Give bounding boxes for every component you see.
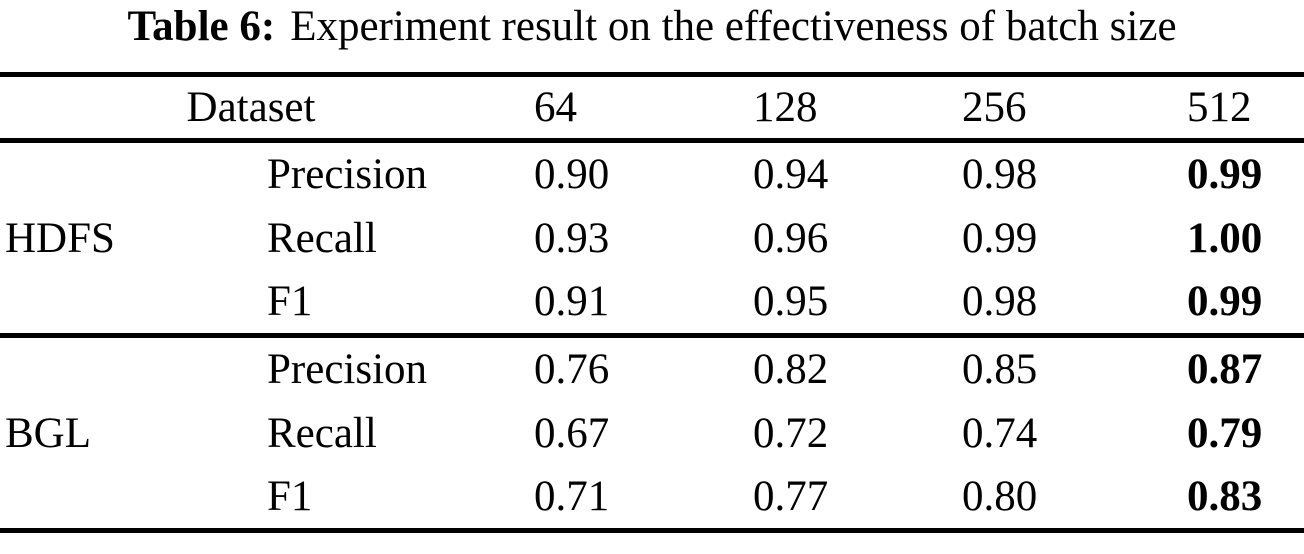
value-cell: 0.98: [962, 278, 1038, 326]
value-cell: 0.95: [753, 278, 829, 326]
value-cell: 0.74: [962, 409, 1038, 457]
table-row-hdfs-recall: Recall 0.93 0.96 0.99 1.00: [0, 206, 1304, 271]
group-label-bgl: BGL: [5, 409, 91, 457]
metric-label: F1: [267, 473, 313, 521]
header-row: Dataset 64 128 256 512: [0, 74, 1304, 141]
header-batch-64: 64: [534, 84, 577, 131]
table-row-bgl-precision: BGL Precision 0.76 0.82 0.85 0.87: [0, 336, 1304, 455]
header-batch-128: 128: [753, 84, 818, 131]
table-row-hdfs-f1: F1 0.91 0.95 0.98 0.99: [0, 271, 1304, 336]
value-cell-best: 0.99: [1187, 278, 1263, 326]
header-batch-256: 256: [962, 84, 1027, 131]
value-cell-best: 0.87: [1187, 345, 1263, 393]
table-row-hdfs-precision: HDFS Precision 0.90 0.94 0.98 0.99: [0, 141, 1304, 260]
value-cell-best: 0.99: [1187, 150, 1263, 198]
metric-label: Recall: [267, 214, 377, 262]
value-cell-best: 1.00: [1187, 214, 1263, 262]
table-row-bgl-recall: Recall 0.67 0.72 0.74 0.79: [0, 401, 1304, 466]
table-header: Dataset 64 128 256 512: [0, 74, 1304, 141]
value-cell: 0.94: [753, 150, 829, 198]
value-cell: 0.99: [962, 214, 1038, 262]
header-batch-512: 512: [1187, 84, 1252, 131]
table-caption: Table 6: Experiment result on the effecti…: [0, 0, 1304, 72]
value-cell: 0.90: [534, 150, 610, 198]
metric-label: Recall: [267, 409, 377, 457]
section-hdfs: HDFS Precision 0.90 0.94 0.98 0.99 Recal…: [0, 141, 1304, 336]
value-cell: 0.72: [753, 409, 829, 457]
metric-label: Precision: [267, 150, 428, 198]
group-label-hdfs: HDFS: [5, 214, 115, 262]
value-cell-best: 0.83: [1187, 473, 1263, 521]
metric-label: Precision: [267, 345, 428, 393]
table-caption-text: Experiment result on the effectiveness o…: [290, 3, 1177, 50]
value-cell: 0.71: [534, 473, 610, 521]
value-cell: 0.93: [534, 214, 610, 262]
metric-label: F1: [267, 278, 313, 326]
section-bgl: BGL Precision 0.76 0.82 0.85 0.87 Recall…: [0, 335, 1304, 531]
value-cell-best: 0.79: [1187, 409, 1263, 457]
value-cell: 0.98: [962, 150, 1038, 198]
value-cell: 0.96: [753, 214, 829, 262]
value-cell: 0.91: [534, 278, 610, 326]
table-row-bgl-f1: F1 0.71 0.77 0.80 0.83: [0, 466, 1304, 531]
value-cell: 0.77: [753, 473, 829, 521]
value-cell: 0.76: [534, 345, 610, 393]
header-dataset: Dataset: [186, 84, 316, 131]
batch-size-results-table: Dataset 64 128 256 512 HDFS Precision 0.…: [0, 72, 1304, 533]
value-cell: 0.85: [962, 345, 1038, 393]
value-cell: 0.82: [753, 345, 829, 393]
value-cell: 0.80: [962, 473, 1038, 521]
value-cell: 0.67: [534, 409, 610, 457]
table-caption-label: Table 6:: [127, 3, 276, 50]
